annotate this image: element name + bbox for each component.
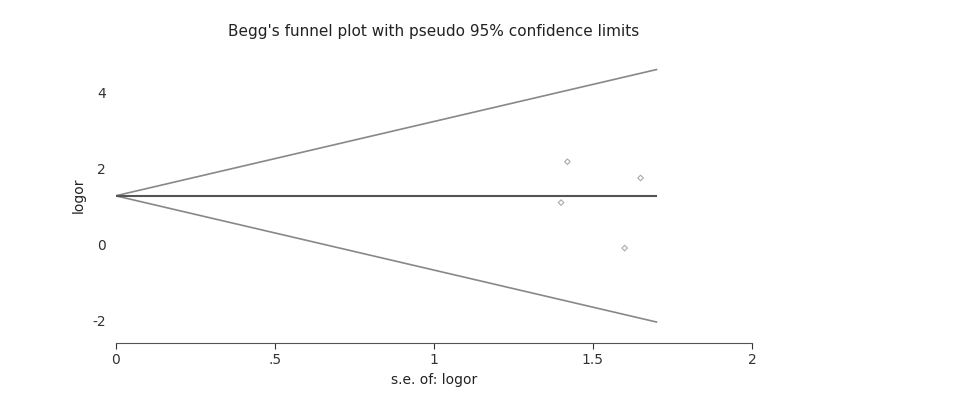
Point — [632, 175, 648, 181]
Title: Begg's funnel plot with pseudo 95% confidence limits: Begg's funnel plot with pseudo 95% confi… — [228, 24, 639, 39]
Y-axis label: logor: logor — [71, 177, 86, 213]
Point — [560, 158, 576, 165]
Point — [617, 245, 632, 251]
Point — [553, 199, 569, 206]
X-axis label: s.e. of: logor: s.e. of: logor — [390, 373, 477, 387]
